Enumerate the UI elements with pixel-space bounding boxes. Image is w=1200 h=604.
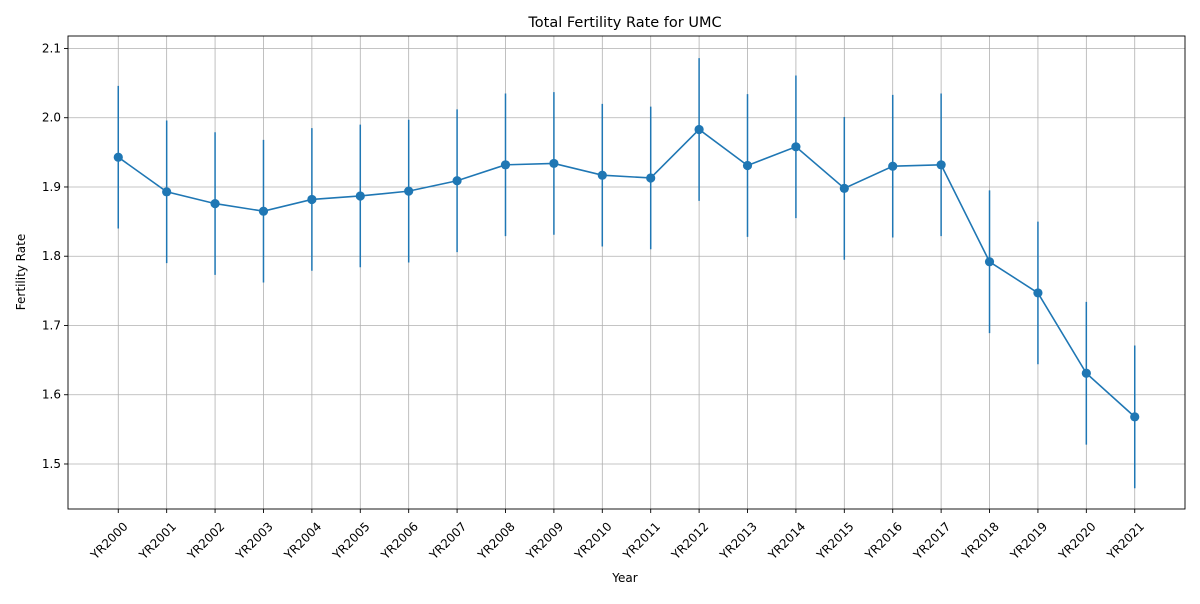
data-point <box>549 158 559 169</box>
y-tick-label: 2.0 <box>42 111 61 125</box>
data-point <box>258 206 269 216</box>
x-tick-label: YR2004 <box>281 519 324 562</box>
x-tick-label: YR2001 <box>136 519 179 562</box>
x-tick-label: YR2017 <box>910 519 953 562</box>
y-axis-label: Fertility Rate <box>14 234 28 310</box>
x-axis-ticks: YR2000 YR2001 YR2002 YR2003 YR2004 YR2005 YR20… <box>87 509 1147 563</box>
x-tick-label: YR2020 <box>1055 519 1098 562</box>
x-tick-label: YR2018 <box>959 519 1002 562</box>
data-point <box>646 173 656 183</box>
data-point <box>742 160 753 171</box>
data-point <box>936 160 946 170</box>
x-tick-label: YR2014 <box>765 519 808 562</box>
data-point <box>597 170 607 180</box>
x-tick-label: YR2011 <box>620 519 663 562</box>
x-tick-label: YR2003 <box>233 519 276 562</box>
y-tick-label: 1.9 <box>42 180 61 194</box>
data-point <box>162 187 172 197</box>
error-bars <box>117 58 1136 489</box>
plot-border <box>67 35 1186 510</box>
x-tick-label: YR2010 <box>571 519 614 562</box>
chart-title: Total Fertility Rate for UMC <box>527 15 721 31</box>
x-tick-label: YR2002 <box>184 519 227 562</box>
data-point <box>500 160 511 170</box>
series-line-group <box>117 128 1136 418</box>
y-tick-label: 1.5 <box>42 457 61 471</box>
y-tick-label: 1.6 <box>42 388 61 402</box>
data-point <box>791 142 801 152</box>
data-point <box>355 191 365 201</box>
plot-frame <box>67 35 1186 510</box>
data-point <box>404 186 414 196</box>
data-point <box>452 176 462 186</box>
x-tick-label: YR2015 <box>813 519 856 562</box>
data-point <box>984 257 995 267</box>
x-axis-label: Year <box>611 571 637 585</box>
data-point <box>307 194 317 205</box>
x-tick-label: YR2016 <box>862 519 905 562</box>
data-point <box>210 198 220 209</box>
x-tick-label: YR2008 <box>475 519 518 562</box>
data-point <box>888 161 898 171</box>
data-point <box>1130 412 1140 422</box>
x-tick-label: YR2012 <box>668 519 711 562</box>
x-tick-label: YR2000 <box>87 519 130 562</box>
series-line <box>117 128 1136 418</box>
y-axis-ticks: 1.5 1.6 1.7 1.8 1.9 2.0 2.1 <box>42 41 68 471</box>
x-tick-label: YR2021 <box>1104 519 1147 562</box>
y-tick-label: 1.7 <box>42 318 61 332</box>
data-point <box>1033 288 1043 298</box>
x-tick-label: YR2019 <box>1007 519 1050 562</box>
data-points <box>113 124 1140 422</box>
data-point <box>839 183 849 193</box>
y-tick-label: 1.8 <box>42 249 61 263</box>
data-point <box>1081 368 1091 378</box>
x-tick-label: YR2005 <box>329 519 372 562</box>
data-point <box>694 124 704 135</box>
x-tick-label: YR2007 <box>426 519 469 562</box>
data-point <box>113 152 123 162</box>
y-tick-label: 2.1 <box>42 41 61 55</box>
grid-lines <box>68 36 1185 509</box>
x-tick-label: YR2013 <box>717 519 760 562</box>
x-tick-label: YR2009 <box>523 519 566 562</box>
x-tick-label: YR2006 <box>378 519 421 562</box>
